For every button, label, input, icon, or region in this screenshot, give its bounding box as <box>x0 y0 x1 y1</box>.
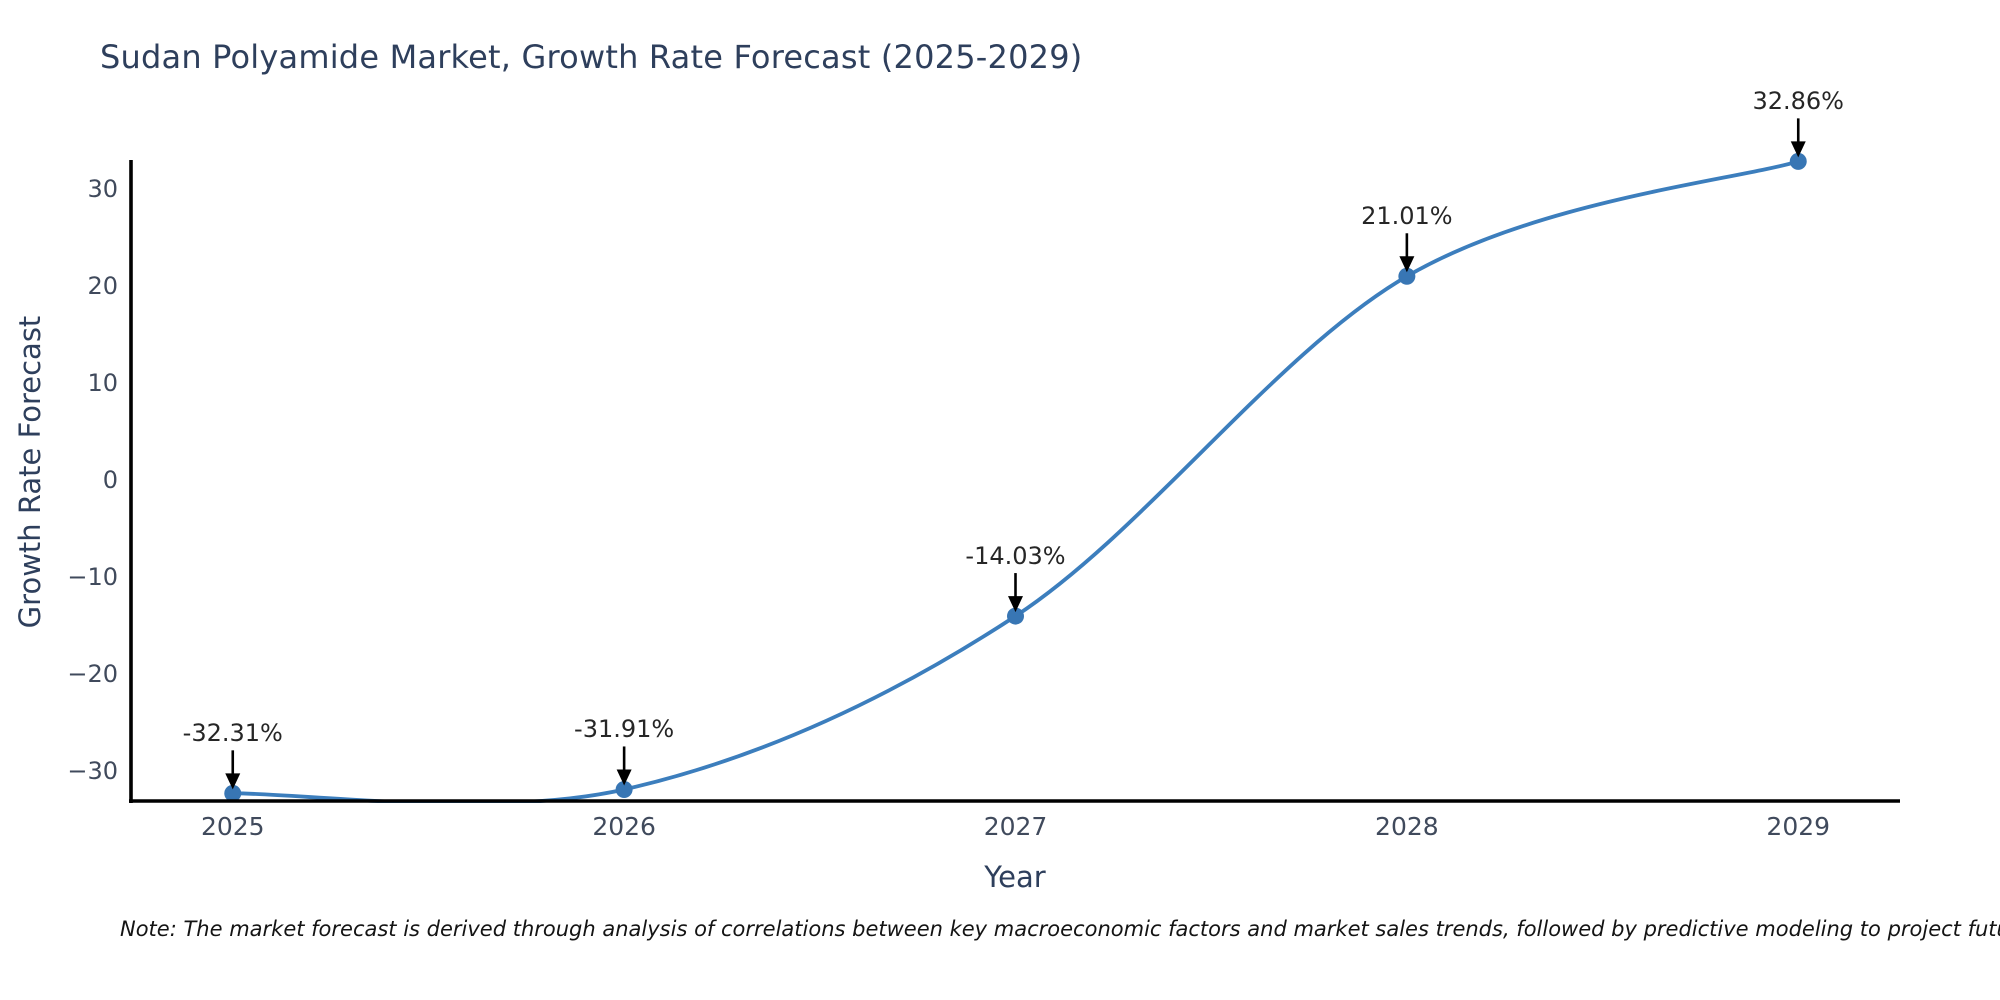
y-tick-label: 0 <box>102 466 118 494</box>
data-point-marker <box>615 780 633 798</box>
series-group <box>224 152 1807 803</box>
y-tick-label: 20 <box>87 272 118 301</box>
x-tick-label: 2028 <box>1375 812 1439 841</box>
annotation-arrow-head <box>1790 141 1806 158</box>
y-tick-label: 10 <box>87 369 118 398</box>
footnote: Note: The market forecast is derived thr… <box>120 917 2000 941</box>
data-point-marker <box>1398 267 1416 285</box>
annotation-arrow-head <box>225 773 241 790</box>
data-point-marker <box>1789 152 1807 170</box>
forecast-line <box>232 159 1799 803</box>
data-point-annotation: 21.01% <box>1361 202 1453 231</box>
y-tick-label: −30 <box>67 756 118 785</box>
data-point-annotation: -32.31% <box>182 719 283 748</box>
chart-title: Sudan Polyamide Market, Growth Rate Fore… <box>100 38 1083 76</box>
data-point-marker <box>1007 607 1024 625</box>
annotation-arrow-head <box>616 769 632 786</box>
x-tick-label: 2026 <box>592 812 656 841</box>
data-point-annotation: -14.03% <box>965 542 1066 571</box>
data-point-annotation: 32.86% <box>1752 87 1844 116</box>
x-tick-label: 2029 <box>1766 812 1831 841</box>
y-tick-label: −10 <box>67 562 118 591</box>
x-axis-title: Year <box>984 860 1046 894</box>
annotation-arrow-head <box>1399 256 1415 273</box>
x-tick-label: 2027 <box>983 812 1048 841</box>
data-point-annotation: -31.91% <box>574 715 675 744</box>
y-tick-label: 30 <box>87 175 118 204</box>
annotation-arrow-head <box>1008 596 1023 613</box>
x-tick-label: 2025 <box>200 812 265 841</box>
y-tick-label: −20 <box>67 659 118 688</box>
data-point-marker <box>224 784 242 802</box>
